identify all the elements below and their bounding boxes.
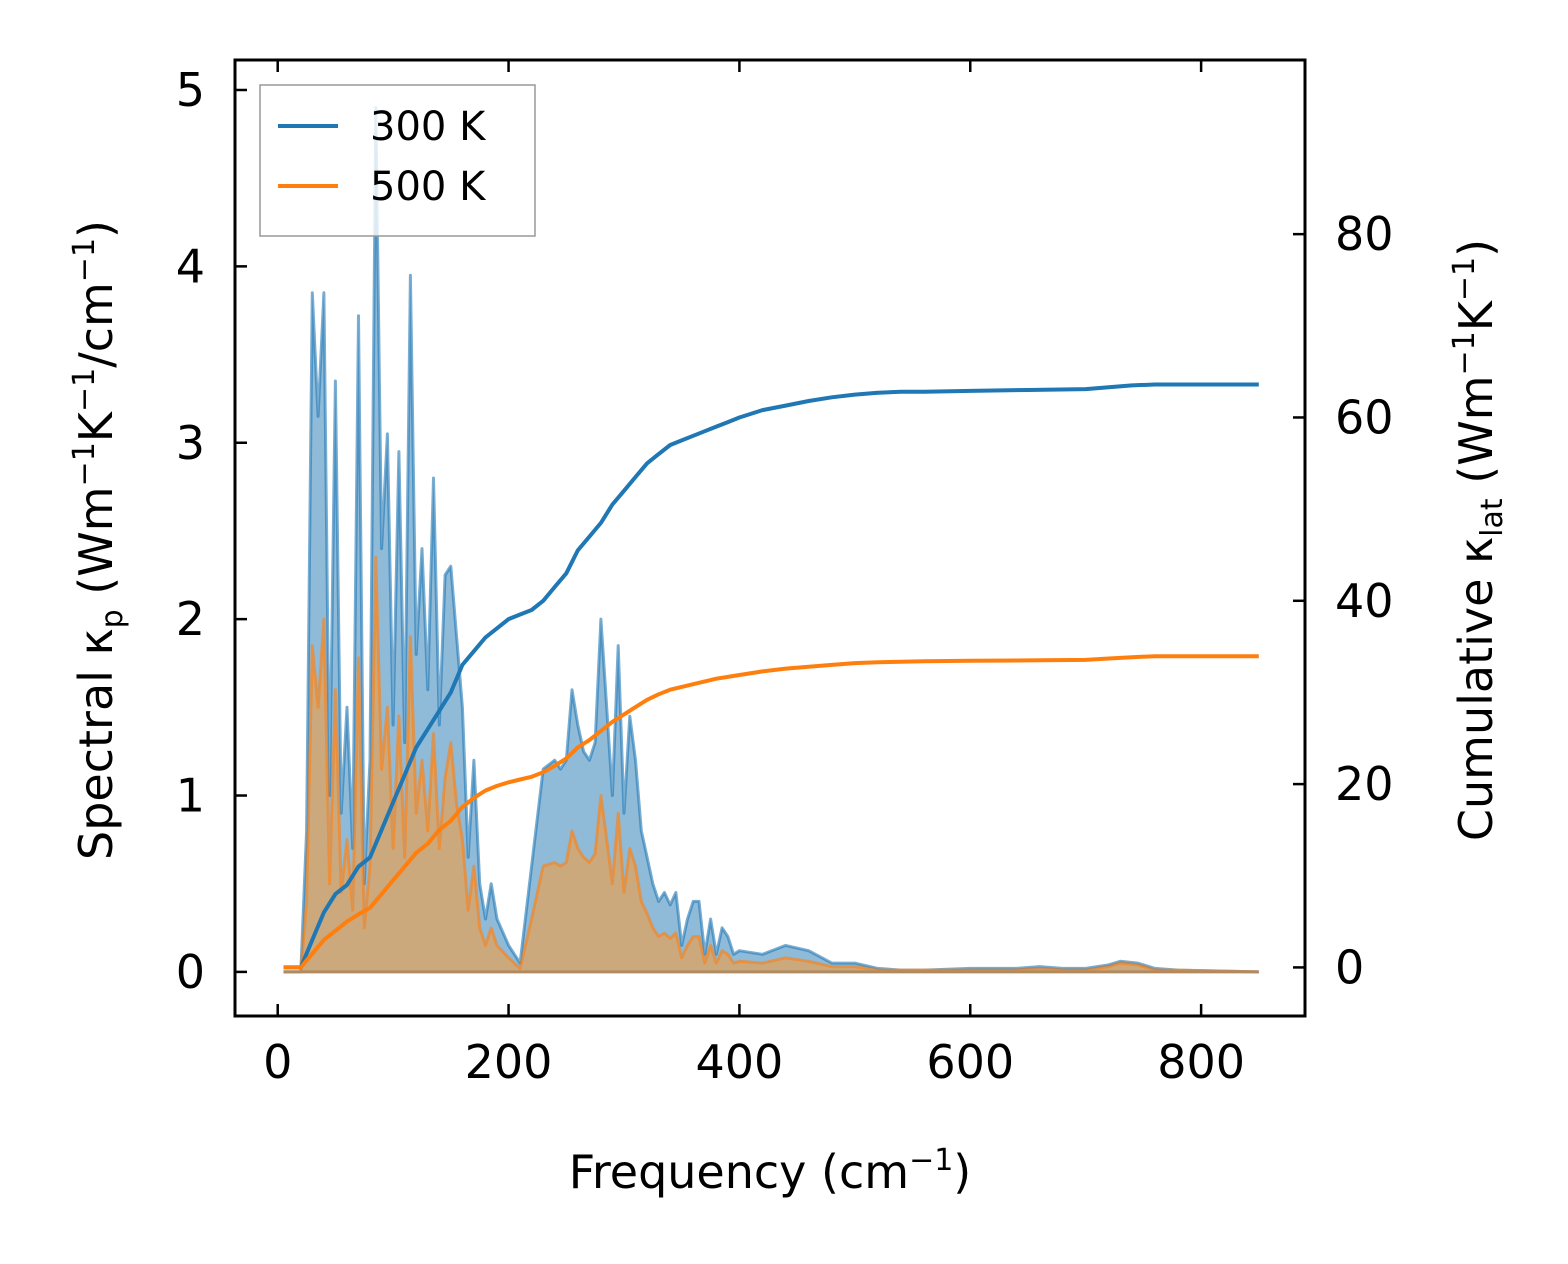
- right-y-tick-label: 20: [1335, 757, 1394, 811]
- legend: 300 K 500 K: [259, 84, 536, 237]
- legend-box: [259, 84, 536, 237]
- cumulative-300k-line: [283, 382, 1259, 970]
- spectral-500k-line: [283, 555, 1259, 974]
- right-y-tick-label: 40: [1335, 574, 1394, 628]
- legend-500k-label: 500 K: [370, 164, 487, 210]
- left-y-tick-label: 1: [176, 769, 205, 823]
- right-y-axis-ticks: 0 20 40 60 80: [1293, 207, 1394, 994]
- x-axis-ticks: 0 200 400 600 800: [263, 60, 1245, 1089]
- left-y-tick-label: 5: [176, 63, 205, 117]
- left-y-tick-label: 4: [176, 239, 205, 293]
- x-tick-label: 800: [1157, 1035, 1245, 1089]
- x-tick-label: 600: [926, 1035, 1014, 1089]
- left-y-axis-label: Spectral κp (Wm−1K−1/cm−1): [67, 220, 130, 860]
- spectral-500k-area: [283, 557, 1259, 972]
- x-axis-label: Frequency (cm−1): [569, 1143, 972, 1199]
- left-y-tick-label: 3: [176, 416, 205, 470]
- right-y-tick-label: 0: [1335, 940, 1364, 994]
- axes-frame: [233, 58, 1307, 1018]
- legend-300k-label: 300 K: [370, 104, 487, 150]
- left-y-tick-label: 2: [176, 592, 205, 646]
- spectral-300k-line: [283, 106, 1259, 974]
- left-y-tick-label: 0: [176, 945, 205, 999]
- x-tick-label: 0: [263, 1035, 292, 1089]
- x-tick-label: 200: [465, 1035, 553, 1089]
- cumulative-500k-line: [283, 654, 1259, 970]
- x-tick-label: 400: [696, 1035, 784, 1089]
- right-y-tick-label: 80: [1335, 207, 1394, 261]
- right-y-tick-label: 60: [1335, 390, 1394, 444]
- plot-marks: [283, 106, 1259, 974]
- left-y-axis-ticks: 0 1 2 3 4 5: [176, 63, 247, 999]
- right-y-axis-label: Cumulative κlat (Wm−1K−1): [1447, 239, 1510, 841]
